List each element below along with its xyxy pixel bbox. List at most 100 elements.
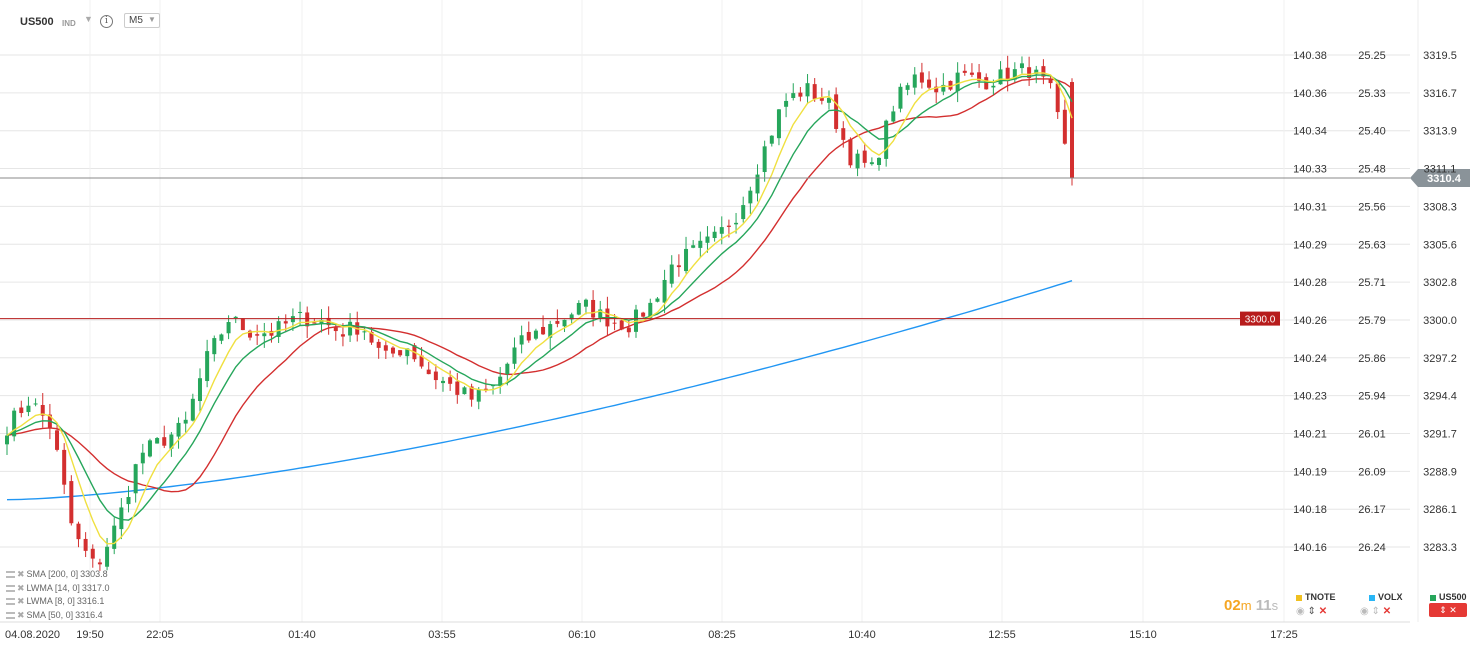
candle-body [776, 109, 781, 139]
candle-body [505, 363, 510, 375]
candle-body [812, 84, 817, 99]
menu-icon[interactable] [6, 611, 15, 619]
candle-body [1027, 67, 1032, 79]
y-tick-label: 26.24 [1358, 542, 1386, 554]
candle-body [991, 85, 996, 88]
compare-us500[interactable]: US500 [1430, 592, 1467, 602]
close-icon[interactable]: ✕ [1382, 606, 1392, 617]
chevron-down-icon[interactable]: ▼ [84, 14, 93, 24]
indicator-row[interactable]: ✖ LWMA [8, 0] 3316.1 [6, 595, 109, 609]
candle-body [212, 338, 217, 355]
indicator-params: [14, 0] [54, 582, 80, 593]
candle-body [984, 77, 989, 90]
menu-icon[interactable] [6, 571, 15, 579]
candle-body [1048, 79, 1053, 84]
candle-body [333, 327, 338, 332]
close-icon[interactable]: ✖ [17, 582, 25, 593]
candle-body [55, 430, 60, 450]
candle-body [562, 319, 567, 327]
candle-body [469, 386, 474, 400]
close-icon[interactable]: ✕ [1318, 606, 1328, 617]
candle-body [1005, 67, 1010, 82]
candle-body [283, 321, 288, 324]
candle-body [955, 72, 960, 92]
candle-body [248, 330, 253, 338]
x-tick-label: 03:55 [428, 629, 456, 641]
candle-body [969, 72, 974, 75]
candle-body [855, 153, 860, 169]
candle-body [919, 72, 924, 83]
candle-body [183, 419, 188, 424]
symbol-label[interactable]: US500 [20, 16, 54, 28]
candle-body [62, 449, 67, 485]
y-tick-label: 25.25 [1358, 50, 1386, 62]
compare-volx[interactable]: VOLX [1369, 592, 1403, 602]
candle-body [419, 355, 424, 367]
sort-icon[interactable]: ⇕ [1307, 606, 1316, 617]
candle-body [83, 538, 88, 551]
candle-body [1055, 83, 1060, 113]
candle-body [826, 97, 831, 103]
candle-body [97, 562, 102, 565]
remove-comparison-button[interactable]: ⇕ ✕ [1429, 603, 1467, 617]
timeframe-select[interactable]: M5 ▼ [124, 13, 160, 28]
candle-body [498, 376, 503, 386]
candle-body [655, 298, 660, 302]
x-tick-label: 22:05 [146, 629, 174, 641]
candle-body [162, 437, 167, 446]
candle-body [19, 407, 24, 414]
x-tick-label: 04.08.2020 [5, 629, 60, 641]
eye-icon[interactable]: ◉ [1296, 606, 1305, 617]
candle-body [147, 440, 152, 457]
candle-body [476, 389, 481, 402]
candle-body [126, 496, 131, 505]
compare-tnote[interactable]: TNOTE [1296, 592, 1336, 602]
y-tick-label: 140.29 [1293, 239, 1327, 251]
candle-body [526, 331, 531, 341]
candle-body [726, 225, 731, 227]
candle-body [512, 347, 517, 364]
close-icon[interactable]: ✖ [17, 596, 25, 606]
candle-body [905, 85, 910, 90]
candle-body [312, 322, 317, 324]
indicator-row[interactable]: ✖ LWMA [14, 0] 3317.0 [6, 582, 109, 596]
candle-body [448, 377, 453, 384]
close-icon[interactable]: ✖ [17, 609, 25, 620]
y-tick-label: 3297.2 [1423, 353, 1457, 365]
candle-body [433, 371, 438, 381]
candle-body [155, 438, 160, 444]
info-icon[interactable]: i [100, 15, 113, 28]
menu-icon[interactable] [6, 584, 15, 592]
candle-body [376, 341, 381, 348]
candle-body [441, 380, 446, 384]
candle-body [205, 351, 210, 382]
y-tick-label: 26.17 [1358, 504, 1386, 516]
y-tick-label: 140.34 [1293, 126, 1327, 138]
candle-body [369, 331, 374, 343]
y-tick-label: 25.94 [1358, 391, 1386, 403]
menu-icon[interactable] [6, 598, 15, 606]
x-tick-label: 06:10 [568, 629, 596, 641]
candle-body [576, 302, 581, 315]
candle-body [90, 548, 95, 559]
eye-icon[interactable]: ◉ [1360, 606, 1369, 617]
sort-icon[interactable]: ⇕ [1371, 606, 1380, 617]
close-icon[interactable]: ✖ [17, 569, 25, 579]
candle-body [877, 157, 882, 166]
indicator-row[interactable]: ✖ SMA [200, 0] 3303.8 [6, 568, 109, 582]
candle-body [105, 546, 110, 567]
indicator-tag[interactable]: IND [62, 19, 76, 28]
candle-body [698, 240, 703, 248]
candle-body [891, 111, 896, 122]
candle-body [5, 435, 9, 445]
candle-body [541, 326, 546, 335]
indicator-legend: ✖ SMA [200, 0] 3303.8 ✖ LWMA [14, 0] 331… [6, 568, 109, 622]
candle-body [176, 422, 181, 437]
y-tick-label: 25.63 [1358, 239, 1386, 251]
candle-body [619, 320, 624, 330]
indicator-row[interactable]: ✖ SMA [50, 0] 3316.4 [6, 609, 109, 623]
candle-body [798, 92, 803, 97]
candle-body [591, 299, 596, 318]
candle-body [548, 324, 553, 338]
